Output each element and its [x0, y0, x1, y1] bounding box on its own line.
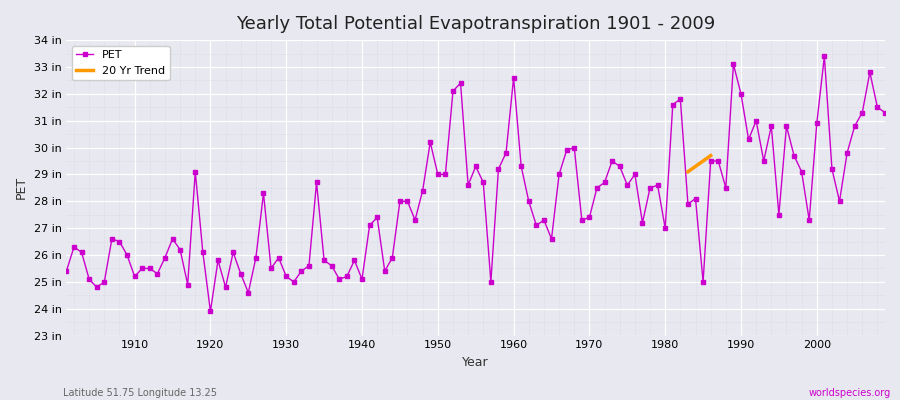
PET	[607, 158, 617, 163]
Y-axis label: PET: PET	[15, 176, 28, 200]
PET	[61, 269, 72, 274]
Title: Yearly Total Potential Evapotranspiration 1901 - 2009: Yearly Total Potential Evapotranspiratio…	[236, 15, 716, 33]
X-axis label: Year: Year	[463, 356, 489, 369]
Line: PET: PET	[65, 54, 886, 313]
PET	[296, 269, 307, 274]
Text: Latitude 51.75 Longitude 13.25: Latitude 51.75 Longitude 13.25	[63, 388, 217, 398]
PET	[819, 54, 830, 59]
20 Yr Trend	[682, 169, 693, 174]
Line: 20 Yr Trend: 20 Yr Trend	[688, 156, 711, 172]
PET	[205, 309, 216, 314]
PET	[516, 164, 526, 169]
20 Yr Trend	[706, 153, 716, 158]
Legend: PET, 20 Yr Trend: PET, 20 Yr Trend	[72, 46, 169, 80]
Text: worldspecies.org: worldspecies.org	[809, 388, 891, 398]
20 Yr Trend	[690, 164, 701, 169]
PET	[508, 75, 519, 80]
20 Yr Trend	[698, 158, 708, 163]
PET	[341, 274, 352, 279]
PET	[879, 110, 890, 115]
PET	[122, 252, 132, 257]
